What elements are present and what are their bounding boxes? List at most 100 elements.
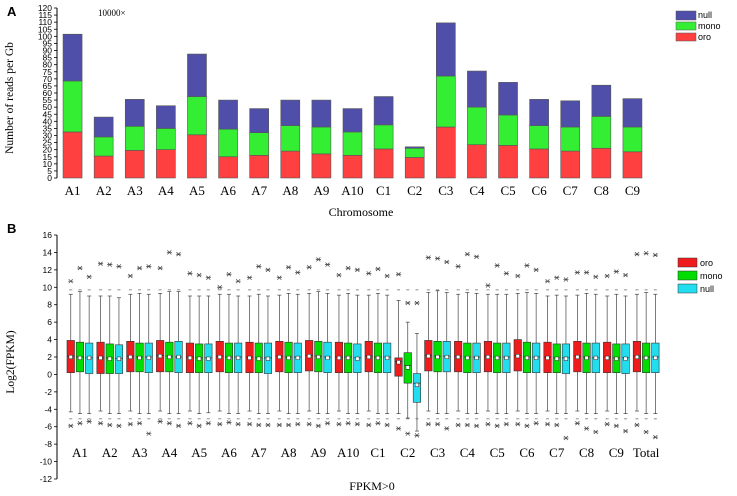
panel-b-A5-null-outlier-low (205, 420, 211, 426)
panel-b-C8-oro-outlier-low (574, 420, 580, 426)
panel-b-Total-null-mean-marker (653, 355, 658, 360)
panel-a-bar-oro-C2 (404, 157, 425, 179)
panel-b-C9-null-mean-marker (623, 356, 628, 361)
panel-b-C3-oro-outlier-high (425, 255, 431, 260)
panel-b-A9-null-outlier-high (324, 262, 331, 267)
panel-b-A4-oro-outlier-low (157, 419, 163, 424)
panel-b-C2-null-outlier-low (414, 433, 420, 438)
panel-a-y-tick-label: 25 (43, 138, 53, 148)
panel-b-A9-oro-outlier-low (306, 421, 312, 427)
panel-b-A1-mono-mean-marker (77, 355, 83, 360)
panel-a-x-tick-label: C8 (594, 183, 609, 198)
panel-a-x-tick-label: A4 (158, 183, 174, 198)
panel-b-x-tick-label: C3 (430, 445, 445, 460)
panel-b-A6-mono-mean-marker (226, 355, 231, 360)
panel-b-A5-oro-outlier-high (187, 271, 193, 276)
panel-b-A7-oro-outlier-low (246, 421, 253, 427)
panel-b-C1-oro-outlier-low (366, 422, 372, 428)
panel-a-bar-mono-C3 (436, 75, 456, 128)
panel-a-y-tick-label: 15 (43, 152, 53, 162)
panel-b-A1-null-mean-marker (87, 355, 92, 360)
panel-b-C2-mono-outlier-low (405, 431, 411, 436)
panel-b-Total-mono-outlier-high (643, 251, 649, 256)
panel-b-legend-label-null: null (700, 284, 714, 294)
panel-a-y-tick-label: 75 (43, 67, 53, 77)
panel-b-A8-oro-mean-marker (277, 354, 282, 360)
panel-a-bar-null-A1 (62, 33, 83, 82)
panel-b-legend-label-oro: oro (700, 258, 713, 268)
panel-a-legend-swatch-oro (675, 32, 697, 42)
panel-b-A2-oro-outlier-high (97, 261, 104, 267)
panel-b-A4-null-outlier-high (175, 251, 182, 257)
panel-b-C9-mono-mean-marker (614, 356, 619, 361)
panel-b-legend-swatch-oro (677, 257, 698, 268)
panel-b-A7-mono-outlier-low (256, 422, 262, 428)
panel-b-A4-oro-mean-marker (158, 354, 163, 359)
panel-b-C2-oro-box (394, 357, 403, 377)
panel-b-C3-oro-outlier-low (425, 421, 431, 427)
panel-b-C4-oro-mean-marker (456, 354, 461, 360)
panel-b-y-tick-label: 6 (47, 317, 52, 327)
panel-b-C2-null-mean-marker (414, 382, 419, 387)
panel-b-A5-mono-outlier-high (196, 272, 202, 278)
panel-b-y-tick-label: 14 (43, 247, 53, 257)
panel-b-A8-null-mean-marker (295, 355, 300, 360)
panel-a-bar-mono-C6 (529, 125, 549, 150)
panel-b-A5-null-mean-marker (206, 356, 211, 361)
panel-b-C7-mono-mean-marker (554, 356, 559, 361)
panel-b-C8-mono-outlier-high (583, 270, 590, 275)
panel-a-bar-null-C2 (404, 146, 425, 149)
panel-b-A5-oro-mean-marker (187, 355, 192, 360)
panel-a-y-tick-label: 65 (43, 81, 53, 91)
panel-a-bar-oro-C3 (436, 126, 456, 179)
panel-b-Total-oro-outlier-high (634, 251, 640, 257)
panel-a-x-tick-label: C2 (407, 183, 422, 198)
panel-b-C8-mono-mean-marker (584, 355, 589, 360)
panel-b-A10-null-outlier-high (354, 267, 360, 273)
panel-b-y-tick-label: 10 (43, 282, 53, 292)
panel-b-A2-null-outlier-high (116, 264, 122, 269)
panel-b-C5-oro-mean-marker (485, 354, 490, 360)
panel-a-x-tick-label: C9 (625, 183, 640, 198)
panel-b-C5-oro-outlier-high (485, 283, 491, 288)
panel-a-bar-null-C8 (591, 84, 612, 117)
panel-b-C8-mono-outlier-low (583, 426, 590, 431)
panel-b-A3-mono-outlier-low (136, 420, 143, 426)
panel-b-y-tick-label: 12 (43, 265, 53, 275)
panel-a-bar-oro-A10 (342, 155, 363, 179)
panel-b-x-tick-label: A1 (72, 445, 88, 460)
panel-b-x-tick-label: C6 (519, 445, 535, 460)
panel-a-y-tick-label: 55 (43, 95, 53, 105)
panel-a-bar-oro-C1 (373, 148, 394, 179)
panel-b-A9-oro-mean-marker (307, 354, 312, 359)
panel-b-C9-null-outlier-low (622, 428, 629, 434)
panel-b-x-tick-label: C5 (490, 445, 505, 460)
panel-b-C6-oro-outlier-high (515, 273, 521, 279)
panel-b-chart: -12 -10 -8 -6 -4 -2 0 2 4 6 8 10 12 14 16 A1 A2 A3 A4 A5 A6 A… (40, 230, 723, 484)
panel-b-C6-oro-mean-marker (515, 354, 520, 359)
panel-a-bar-oro-A6 (218, 156, 238, 179)
panel-b-A3-null-outlier-high (146, 264, 152, 269)
panel-b-A4-null-mean-marker (176, 354, 181, 360)
panel-a-y-tick-label: 35 (43, 123, 53, 133)
panel-b-C7-mono-outlier-low (554, 422, 560, 428)
panel-a-bar-null-C3 (436, 22, 456, 77)
panel-a-bar-null-C9 (622, 98, 643, 128)
panel-b-x-tick-label: Total (633, 445, 660, 460)
panel-b-A9-mono-mean-marker (316, 354, 321, 360)
panel-a-x-axis-label: Chromosome (329, 205, 394, 219)
panel-b-x-tick-label: A10 (337, 445, 359, 460)
panel-b-x-tick-label: C4 (460, 445, 476, 460)
panel-b-legend-swatch-null (677, 283, 698, 294)
panel-b-A4-null-outlier-low (175, 423, 182, 429)
panel-a-bar-mono-C5 (498, 114, 518, 146)
panel-b-A3-mono-mean-marker (137, 355, 142, 360)
panel-b-y-tick-label: 4 (47, 335, 52, 345)
panel-a-y-tick-label: 70 (43, 74, 53, 84)
panel-a-legend-label-oro: oro (698, 32, 711, 42)
panel-b-C2-oro-outlier-low (395, 426, 402, 431)
panel-b-C9-mono-outlier-high (613, 269, 619, 274)
panel-b-x-tick-label: A8 (281, 445, 297, 460)
panel-b-A3-oro-outlier-high (127, 273, 133, 279)
panel-b-Total-null-outlier-high (652, 252, 658, 258)
